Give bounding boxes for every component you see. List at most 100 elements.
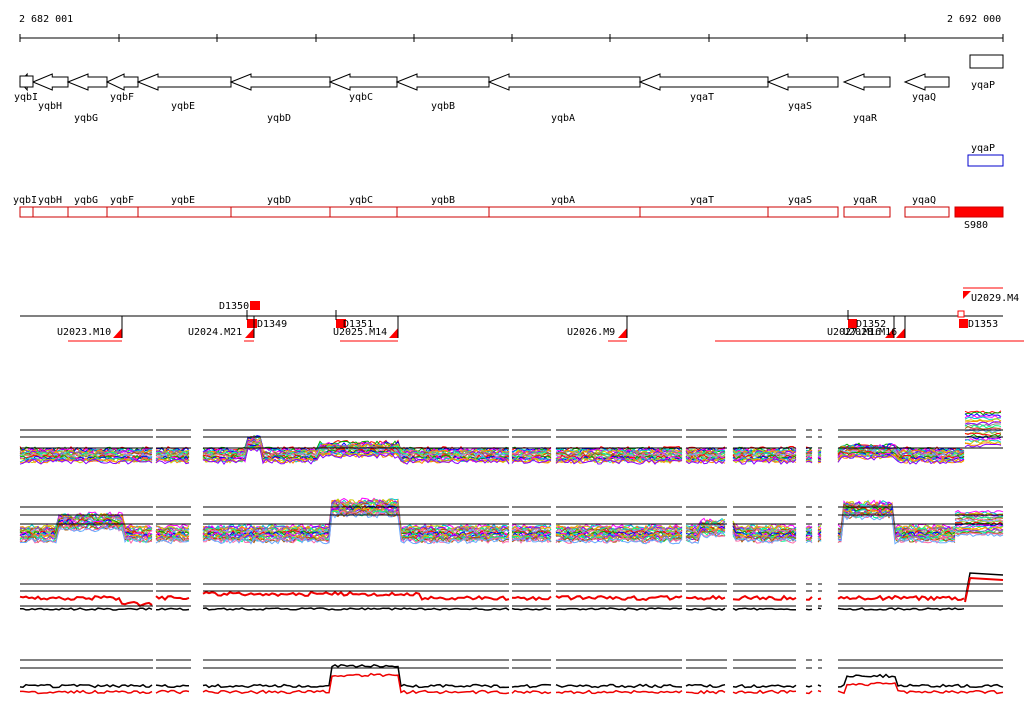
feature-label: D1351 <box>343 319 374 330</box>
gene-label: yqbA <box>551 113 576 124</box>
gene-label: yqaT <box>690 92 715 103</box>
track2-series-line <box>837 513 956 545</box>
track1-series-line <box>964 418 1002 422</box>
tiling-track-4 <box>19 663 1004 695</box>
feature-triangle <box>389 328 398 338</box>
track2-series-line <box>19 515 153 535</box>
track1-series-line <box>837 450 965 461</box>
track1-series-line <box>964 421 1002 426</box>
gene-arrow <box>395 73 490 91</box>
feature-marker <box>250 301 260 310</box>
segment-box <box>106 206 139 218</box>
track3-red-line <box>19 595 153 608</box>
track1-series-line <box>964 437 1002 442</box>
track2-series-line <box>202 504 510 539</box>
track1-series-line <box>805 456 813 460</box>
feature-flag <box>963 291 971 299</box>
segment-box <box>904 206 950 218</box>
track2-series-line <box>805 530 813 534</box>
gene-arrow <box>31 73 69 91</box>
track2-series-line <box>19 525 153 544</box>
track4-red-line <box>20 689 153 695</box>
gene-forward-box <box>969 54 1004 69</box>
gene-label: yqbF <box>110 92 135 103</box>
feature-label: U2023.M10 <box>57 327 112 338</box>
track2-series-line <box>202 509 510 544</box>
gene-label: yqbC <box>349 92 374 103</box>
coord-end-label: 2 692 000 <box>947 14 1002 25</box>
segment-label: yqaQ <box>912 195 937 206</box>
track2-series-line <box>555 537 683 545</box>
track4-black-line <box>511 683 552 689</box>
segment-label: yqbE <box>171 195 196 206</box>
track2-series-line <box>685 531 726 544</box>
gene-arrow <box>487 73 641 91</box>
track1-series-line <box>732 458 797 465</box>
track2-series-line <box>954 531 1004 535</box>
track3-red-line <box>155 595 190 602</box>
track4-red-line <box>155 689 190 695</box>
feature-triangle <box>885 328 894 338</box>
segment-label: yqbG <box>74 195 99 206</box>
track2-series-line <box>954 509 1004 514</box>
feature-marker <box>959 319 968 328</box>
track1-series-line <box>555 455 683 462</box>
track2-series-line <box>954 520 1004 524</box>
segment-box <box>488 206 641 218</box>
track1-series-line <box>732 457 797 463</box>
gene-arrow <box>638 73 769 91</box>
track1-series-line <box>964 438 1002 443</box>
track3-red-line <box>202 590 510 602</box>
track4-black-line <box>555 683 683 689</box>
segment-filled-label: S980 <box>964 220 989 231</box>
feature-marker <box>848 319 857 328</box>
gene-arrow <box>328 73 398 91</box>
tiling-track-3 <box>19 572 1004 611</box>
track3-black-line <box>19 607 153 611</box>
track3-red-line <box>837 594 965 602</box>
gene-label: yqaR <box>853 113 878 124</box>
segment-box <box>67 206 108 218</box>
gene-label: yqbH <box>38 101 63 112</box>
track2-series-line <box>805 533 813 536</box>
feature-label: U2025.M14 <box>333 327 388 338</box>
track2-series-line <box>555 536 683 544</box>
gene-label: yqbD <box>267 113 292 124</box>
feature-label: D1352 <box>856 319 887 330</box>
segment-box <box>396 206 490 218</box>
track1-series-line <box>733 453 797 459</box>
track1-series-line <box>817 453 822 456</box>
segment-label: yqbD <box>267 195 292 206</box>
track1-series-line <box>202 442 510 460</box>
track4-red-line <box>202 672 510 695</box>
track1-series-line <box>805 460 813 464</box>
track1-series-line <box>19 458 153 465</box>
gene-box <box>19 75 34 88</box>
gene-arrow <box>136 73 232 91</box>
track1-series-line <box>964 414 1002 419</box>
track1-series-line <box>511 451 552 458</box>
segment-label: yqbF <box>110 195 135 206</box>
track1-series-line <box>555 458 683 465</box>
track2-series-line <box>805 530 813 538</box>
track1-series-line <box>964 426 1002 430</box>
track4-black-line <box>732 683 797 689</box>
segment-label: yqbI <box>13 195 38 206</box>
track3-black-line <box>685 607 726 611</box>
track1-series-line <box>837 454 965 465</box>
track2-series-line <box>202 511 510 545</box>
track2-series-line <box>817 538 822 543</box>
gene-arrow <box>66 73 108 91</box>
track3-black-line <box>732 607 797 611</box>
track1-series-line <box>19 456 153 463</box>
feature-label: U2026.M9 <box>567 327 616 338</box>
track4-red-line <box>511 689 552 695</box>
track2-series-line <box>837 502 956 534</box>
track1-series-line <box>202 438 510 457</box>
track4-black-line <box>202 663 510 689</box>
gene-arrow <box>766 73 839 91</box>
track1-series-line <box>732 449 797 456</box>
track2-series-line <box>555 534 683 543</box>
